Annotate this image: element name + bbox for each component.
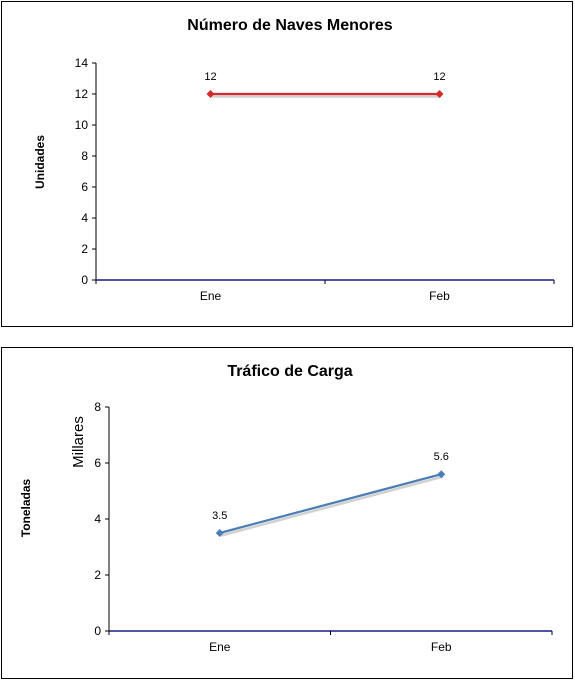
- y-tick-label: 6: [94, 456, 101, 470]
- y-tick-label: 0: [81, 273, 88, 287]
- data-label: 5.6: [434, 451, 449, 463]
- data-point: [206, 90, 215, 98]
- data-label: 3.5: [212, 510, 227, 522]
- axes: 0 2 4 6 8 10 12 14 Ene Feb: [75, 56, 555, 303]
- chart-naves-menores: Número de Naves Menores Unidades 0 2 4 6 8 10…: [33, 17, 555, 303]
- data-point: [215, 529, 224, 537]
- data-point: [435, 90, 444, 98]
- x-tick-label: Ene: [200, 289, 222, 303]
- y-tick-label: 2: [94, 568, 101, 582]
- y-tick-label: 4: [81, 211, 88, 225]
- x-tick-label: Feb: [431, 640, 452, 654]
- y-tick-label: 6: [81, 180, 88, 194]
- y-tick-label: 4: [94, 512, 101, 526]
- y-tick-label: 2: [81, 242, 88, 256]
- series-line-shadow: [220, 475, 444, 537]
- series-marks: 12 12: [204, 71, 446, 98]
- chart-panel-carga: Tráfico de Carga Toneladas Millares 0 2 4 6…: [1, 347, 573, 679]
- data-label: 12: [433, 71, 445, 83]
- chart-panel-naves: Número de Naves Menores Unidades 0 2 4 6 8 10…: [1, 1, 573, 327]
- data-point: [437, 470, 446, 479]
- data-label: 12: [204, 71, 216, 83]
- chart-title: Tráfico de Carga: [227, 363, 352, 380]
- series-marks: 3.5 5.6: [212, 451, 449, 537]
- chart-trafico-carga: Tráfico de Carga Toneladas Millares 0 2 4 6…: [19, 363, 553, 654]
- y-tick-label: 0: [94, 624, 101, 638]
- chart-title: Número de Naves Menores: [187, 17, 393, 34]
- y-tick-label: 12: [75, 87, 89, 101]
- x-tick-label: Ene: [209, 640, 231, 654]
- y-tick-label: 8: [81, 149, 88, 163]
- y-tick-label: 14: [75, 56, 89, 70]
- series-line: [219, 473, 442, 535]
- units-label: Millares: [70, 416, 87, 468]
- y-tick-label: 8: [94, 400, 101, 414]
- y-tick-label: 10: [75, 118, 89, 132]
- axes: 0 2 4 6 8 Ene Feb: [94, 400, 553, 654]
- y-axis-label: Unidades: [33, 135, 47, 189]
- y-axis-label: Toneladas: [19, 478, 33, 537]
- x-tick-label: Feb: [429, 289, 450, 303]
